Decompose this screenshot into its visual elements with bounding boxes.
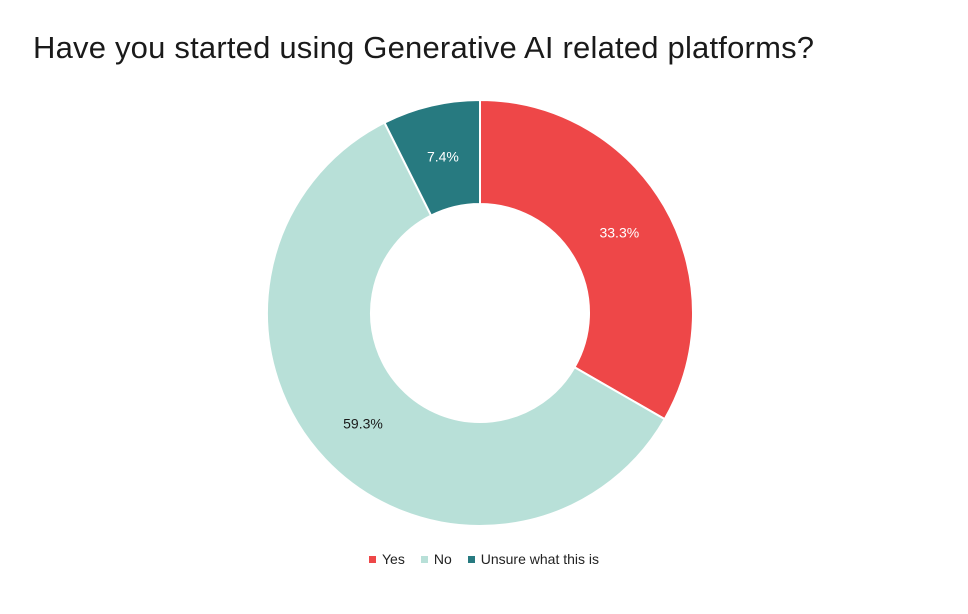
legend-item-yes: Yes xyxy=(368,551,405,567)
legend-label: No xyxy=(433,551,452,567)
chart-title: Have you started using Generative AI rel… xyxy=(33,30,815,65)
donut-slice-yes xyxy=(479,98,694,421)
legend-swatch xyxy=(420,555,428,563)
data-label-unsure-what-this-is: 7.4% xyxy=(427,148,459,164)
legend-label: Unsure what this is xyxy=(480,551,600,567)
donut-slice-no xyxy=(266,121,667,527)
legend-item-unsure-what-this-is: Unsure what this is xyxy=(467,551,600,567)
data-label-yes: 33.3% xyxy=(599,224,639,240)
donut-slice-unsure-what-this-is xyxy=(383,98,481,217)
data-label-no: 59.3% xyxy=(343,416,383,432)
legend-swatch xyxy=(368,555,376,563)
legend-label: Yes xyxy=(381,551,405,567)
legend-swatch xyxy=(467,555,475,563)
chart-legend: Yes No Unsure what this is xyxy=(0,551,968,567)
legend-item-no: No xyxy=(420,551,452,567)
